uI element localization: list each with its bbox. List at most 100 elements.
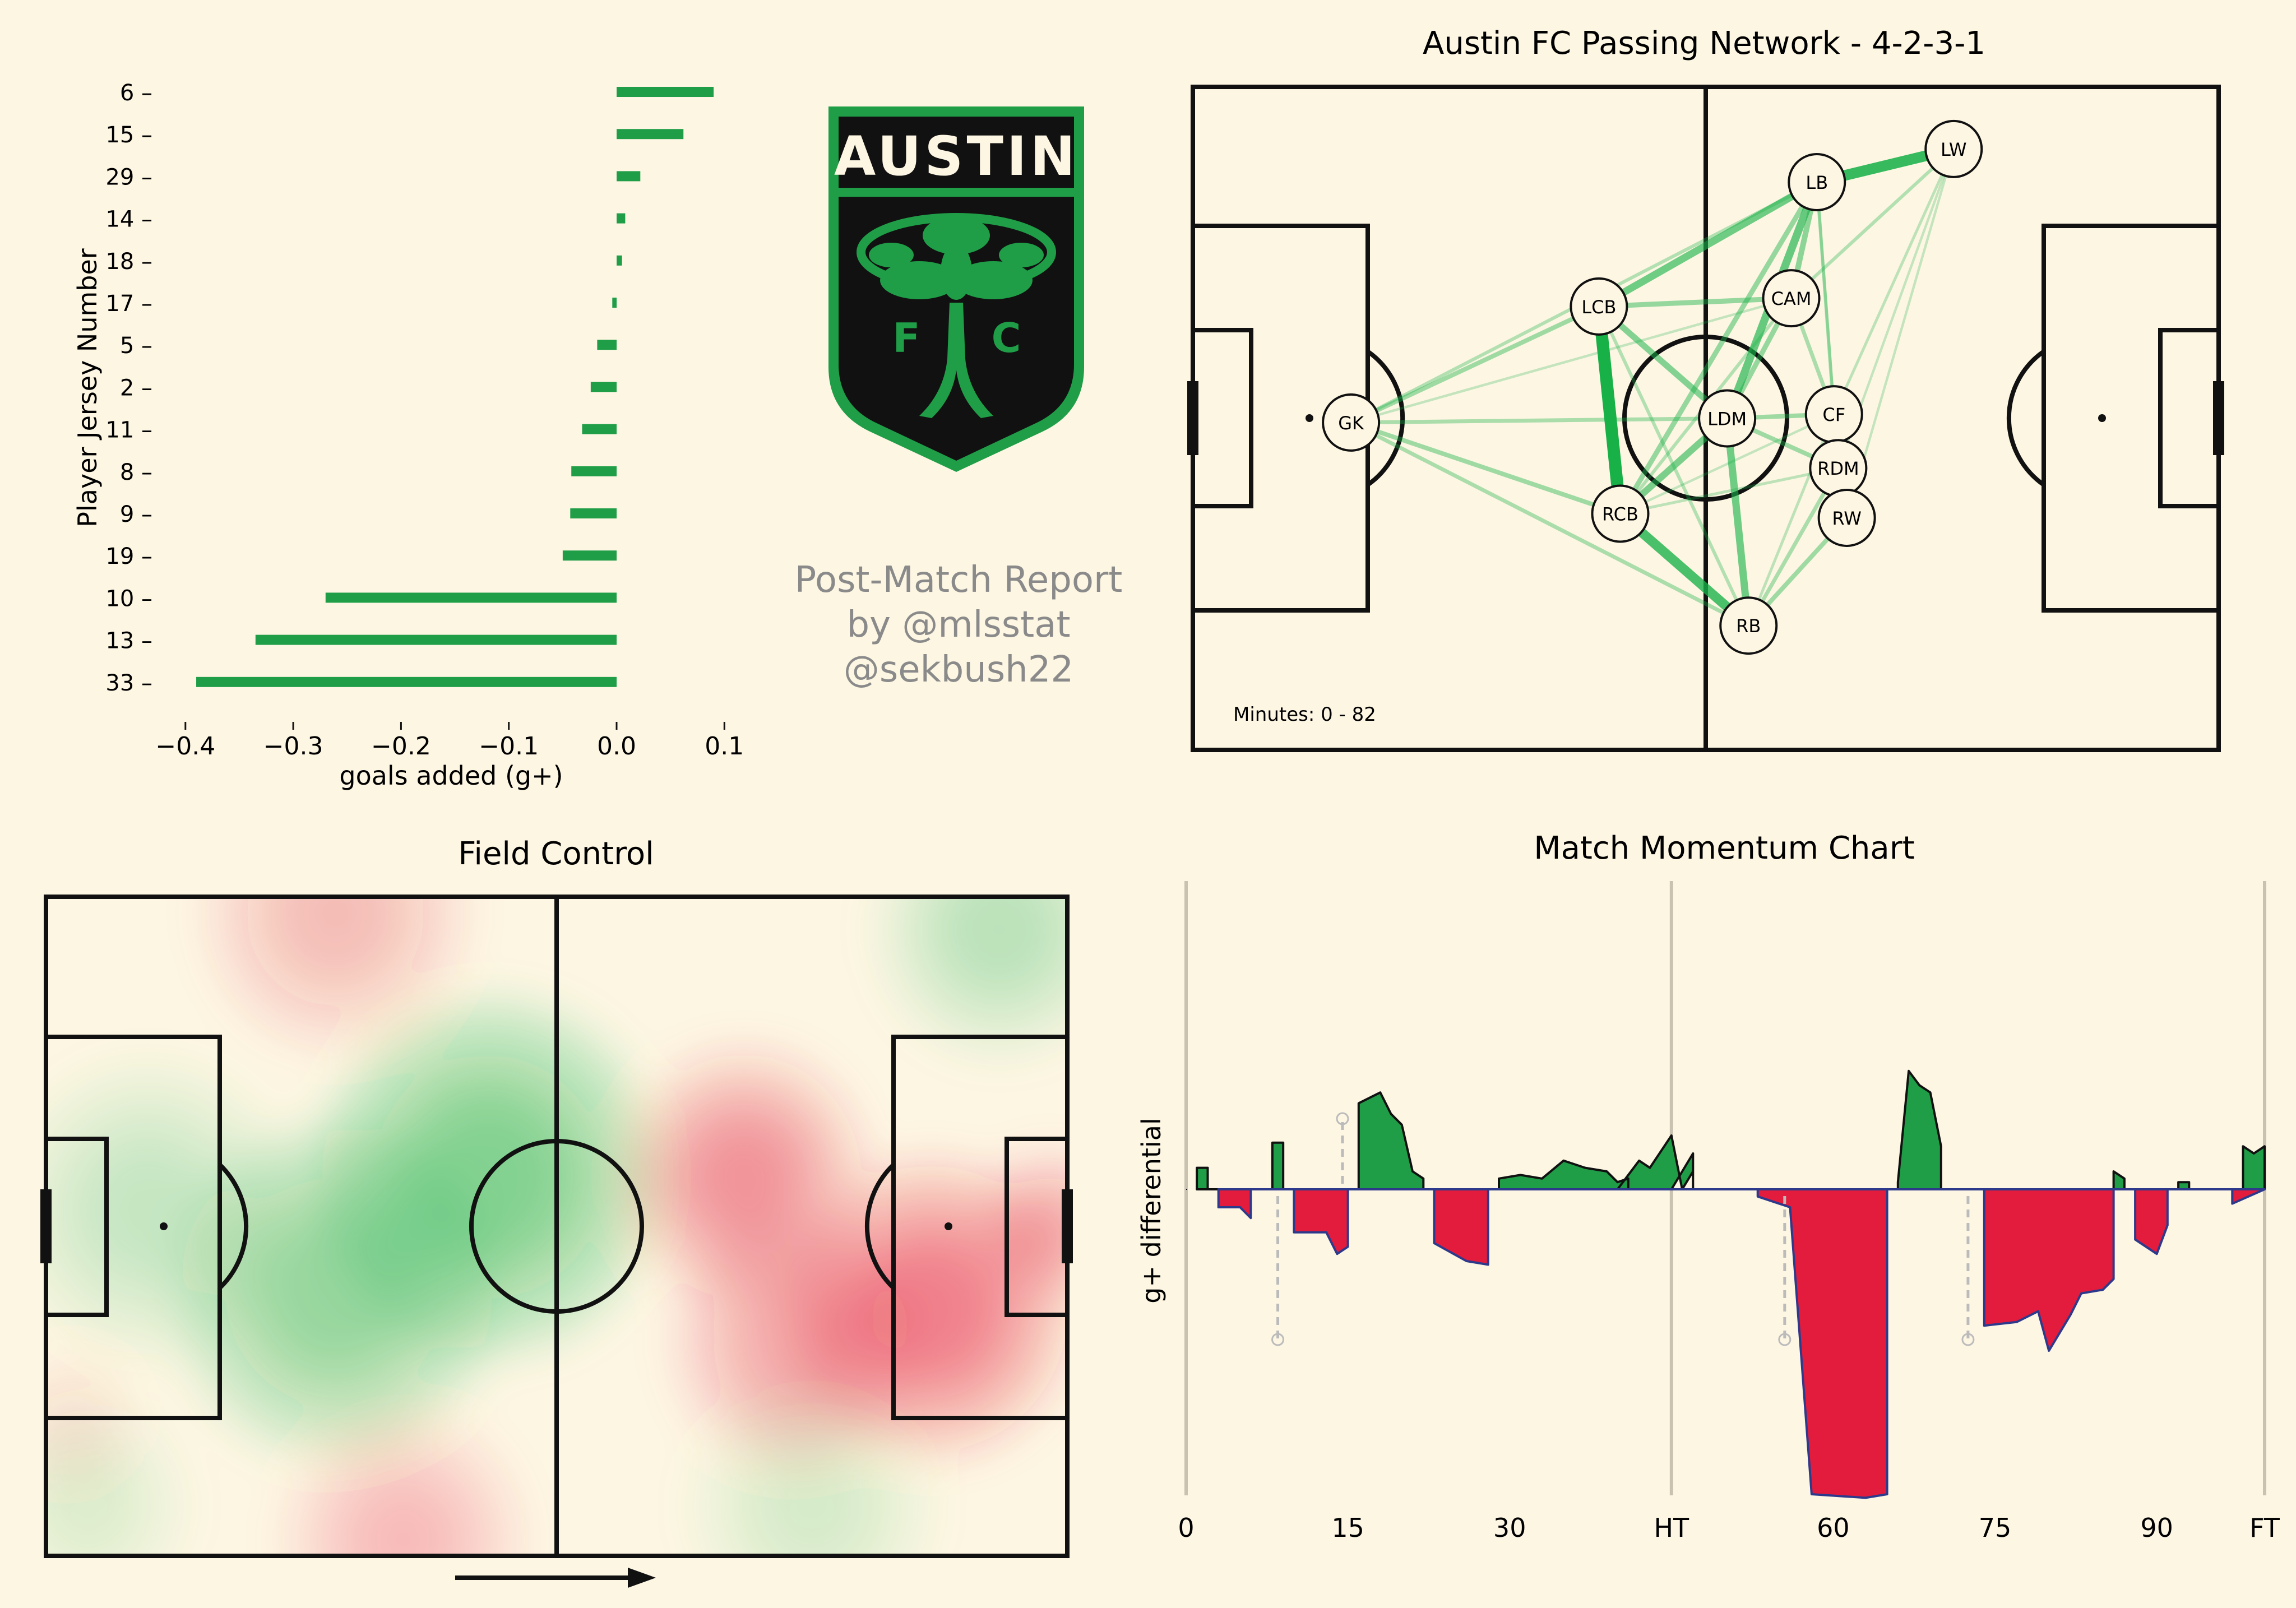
player-node-rw: RW <box>1817 488 1876 547</box>
y-tick-label: 33 – <box>105 670 152 696</box>
bar <box>570 508 617 518</box>
x-tick-label: −0.1 <box>479 732 539 761</box>
pass-edge <box>1815 180 1836 416</box>
control-blob <box>46 1460 133 1553</box>
y-tick-label: 6 – <box>120 80 152 106</box>
bar <box>617 129 684 140</box>
goal-ball-icon <box>1336 1112 1349 1125</box>
pass-edge <box>1619 413 1835 515</box>
x-tick-label: 0.1 <box>705 732 744 761</box>
report-handle: @sekbush22 <box>843 649 1074 691</box>
node-circle <box>1762 269 1821 328</box>
bar <box>612 298 617 308</box>
player-node-rb: RB <box>1719 596 1778 655</box>
bar <box>617 255 622 266</box>
node-label: LDM <box>1707 409 1747 430</box>
pass-edge <box>1746 466 1840 628</box>
bar <box>562 550 617 561</box>
y-tick-label: 19 – <box>105 544 152 569</box>
bar <box>255 634 617 645</box>
control-blob <box>350 1484 456 1556</box>
pass-edge <box>1349 420 1751 628</box>
node-circle <box>1788 153 1846 212</box>
goals-added-bar-chart: 6 – 15 – 29 – 14 – 18 – 17 – 5 – 2 – 11 – 8 – 9 – 1… <box>72 80 744 791</box>
network-nodes: GK LCB RCB LDM LB CAM CF RDM RW RB LW <box>1322 119 1983 655</box>
pass-edge <box>1595 178 1821 311</box>
field-pitch-lines <box>40 895 1073 1558</box>
bar-marks <box>196 87 714 687</box>
pass-edge <box>1596 295 1794 309</box>
bar <box>597 340 617 350</box>
tree-crest-icon <box>857 213 1056 418</box>
goal-ball-icon <box>1778 1333 1792 1346</box>
goal-ball-icon <box>1271 1333 1285 1346</box>
y-tick-label: 29 – <box>105 164 152 190</box>
pass-edge <box>1619 466 1840 516</box>
y-tick-label: 13 – <box>105 628 152 654</box>
y-axis-label: Player Jersey Number <box>72 248 103 527</box>
momentum-x-tick-label: 15 <box>1331 1513 1364 1543</box>
control-blob <box>759 1451 865 1556</box>
player-node-cam: CAM <box>1762 269 1821 328</box>
momentum-x-ticks: 0 15 30 HT 60 75 90 FT <box>1178 1513 2280 1543</box>
control-blob <box>691 1122 797 1232</box>
crest-letter-c: C <box>992 314 1021 362</box>
report-title: Post-Match Report <box>794 559 1123 601</box>
post-match-report-caption: Post-Match Report by @mlsstat @sekbush22 <box>785 558 1132 692</box>
goal-ball-icon <box>1961 1333 1975 1346</box>
crest-letter-f: F <box>892 314 920 362</box>
node-label: CF <box>1822 404 1845 425</box>
crest-divider <box>839 188 1074 197</box>
x-tick-label: −0.3 <box>263 732 323 761</box>
x-tick-label: 0.0 <box>597 732 636 761</box>
node-label: RW <box>1832 508 1862 529</box>
momentum-x-tick-label: 60 <box>1817 1513 1850 1543</box>
y-tick-label: 10 – <box>105 586 152 611</box>
x-tick-label: −0.4 <box>155 732 215 761</box>
node-label: CAM <box>1771 288 1812 309</box>
player-node-lcb: LCB <box>1570 277 1628 336</box>
pass-edge <box>1349 416 1729 425</box>
bar <box>617 171 641 182</box>
momentum-area-opponent <box>1217 1188 2266 1499</box>
pass-edge <box>1593 300 1627 520</box>
x-axis-label: goals added (g+) <box>339 761 563 791</box>
bar <box>325 592 617 603</box>
control-blob <box>278 897 393 973</box>
bar <box>590 382 617 392</box>
control-blob <box>41 1392 103 1456</box>
field-control-chart: Field Control <box>40 836 1073 1588</box>
player-node-gk: GK <box>1322 393 1381 452</box>
player-node-lb: LB <box>1788 153 1846 212</box>
control-blob <box>86 1145 210 1275</box>
node-circle <box>1817 488 1876 547</box>
node-label: LW <box>1941 139 1967 160</box>
momentum-x-tick-label: 30 <box>1493 1513 1526 1543</box>
y-tick-label: 18 – <box>105 249 152 275</box>
node-label: LCB <box>1581 296 1616 318</box>
player-node-ldm: LDM <box>1698 389 1757 448</box>
momentum-areas <box>1196 1069 2266 1499</box>
y-tick-label: 15 – <box>105 122 152 148</box>
player-node-lw: LW <box>1924 119 1983 178</box>
momentum-x-tick-label: 90 <box>2140 1513 2173 1543</box>
pass-edge <box>1723 415 1752 629</box>
control-blob <box>946 897 1052 985</box>
passing-network-title: Austin FC Passing Network - 4-2-3-1 <box>1423 25 1985 62</box>
y-tick-label: 8 – <box>120 460 152 485</box>
momentum-title: Match Momentum Chart <box>1534 830 1914 866</box>
momentum-x-tick-label: 0 <box>1178 1513 1194 1543</box>
report-credit: by @mlsstat <box>846 604 1071 646</box>
y-tick-label: 11 – <box>105 418 152 443</box>
attack-direction-arrow <box>455 1568 656 1588</box>
network-edges <box>1349 143 1959 631</box>
player-node-rdm: RDM <box>1809 439 1868 498</box>
node-circle <box>1591 484 1650 543</box>
y-tick-label: 17 – <box>105 291 152 317</box>
penalty-spot-left <box>1306 414 1313 422</box>
node-circle <box>1570 277 1628 336</box>
pass-edge <box>1349 304 1601 425</box>
momentum-x-tick-label: 75 <box>1979 1513 2012 1543</box>
y-axis-ticks: 6 – 15 – 29 – 14 – 18 – 17 – 5 – 2 – 11 – 8 – 9 – 1… <box>105 80 152 696</box>
